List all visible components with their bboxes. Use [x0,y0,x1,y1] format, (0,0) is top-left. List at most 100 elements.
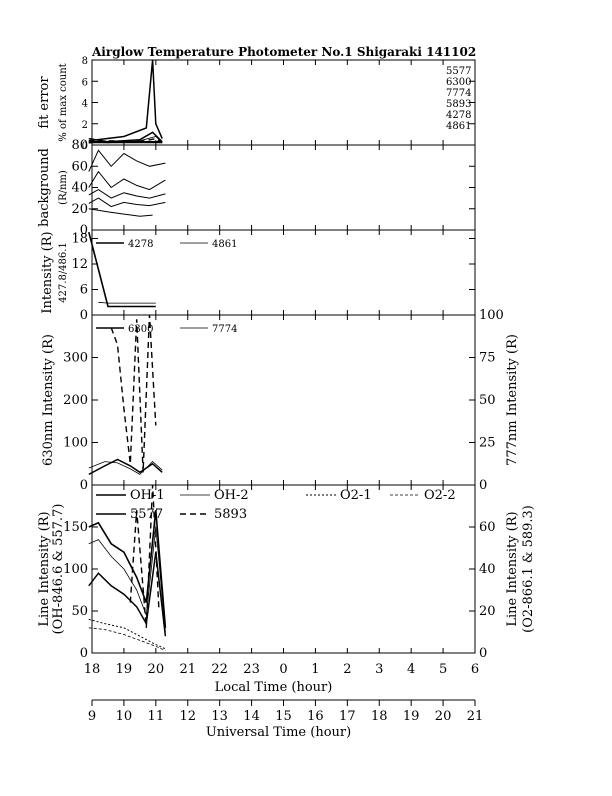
y-tick-label: 2 [82,120,88,131]
series-line-bg-4 [88,197,166,208]
panel-blue-lines: 0 6 12 18 Intensity (R) 427.8/486.1 4278 4861 [40,229,476,323]
series-line-bg-2 [88,170,166,191]
x-tick-label-ut: 12 [179,709,196,724]
y-tick-label: 150 [63,520,88,535]
x-tick-label-ut: 16 [307,709,324,724]
series-line-O2-2 [88,627,166,651]
y-right-tick-label: 20 [479,604,496,619]
y-tick-label: 0 [80,308,88,323]
x-tick-label-local: 0 [279,662,287,677]
legend-entry: 4278 [128,239,153,250]
y-axis-title: Intensity (R) [40,231,55,313]
y-right-tick-label: 40 [479,562,496,577]
y-right-tick-label: 75 [479,351,496,366]
legend-entry: 7774 [212,324,237,335]
y-tick-label: 4 [82,99,88,110]
series-line-bg-3 [88,189,166,199]
y-tick-label: 80 [71,138,88,153]
y-axis-subtitle: (R/nm) [58,170,69,205]
y-tick-label: 12 [71,257,88,272]
y-right-tick-label: 100 [479,308,504,323]
panel-frame [91,59,476,146]
x-tick-label-local: 19 [116,662,133,677]
legend-entry: 4861 [446,121,471,132]
y-axis-title: fit error [37,76,52,129]
y-tick-label: 8 [82,56,88,67]
y-tick-label: 100 [63,436,88,451]
x-tick-label-ut: 14 [243,709,260,724]
y-tick-label: 0 [82,141,88,152]
y-tick-label: 50 [71,604,88,619]
legend-entry: 7774 [446,88,471,99]
y-tick-label: 300 [63,351,88,366]
series-line-6300 [88,458,163,476]
series-line-4861 [98,301,156,304]
x-tick-label-ut: 19 [403,709,420,724]
series-line-OH-2 [88,526,166,633]
x-tick-label-local: 18 [84,662,101,677]
x-tick-label-local: 21 [179,662,196,677]
y-tick-label: 100 [63,562,88,577]
series-line-7774 [88,461,163,475]
x-tick-label-ut: 21 [467,709,484,724]
legend-entry: 5577 [446,66,471,77]
x-tick-label-local: 5 [439,662,447,677]
legend-entry: OH-1 [130,488,165,503]
legend-entry: 5893 [446,99,471,110]
y-right-axis-subtitle: (O2-866.1 & 589.3) [521,505,536,633]
legend-entry: 4278 [446,110,471,121]
y-tick-label: 20 [71,202,88,217]
x-tick-label-local: 23 [243,662,260,677]
y-tick-label: 6 [80,283,88,298]
legend-entry: 6300 [128,324,153,335]
x-tick-label-local: 2 [343,662,351,677]
x-axis-title-ut: Universal Time (hour) [206,725,351,740]
x-tick-label-local: 6 [471,662,479,677]
legend-entry: 6300 [446,77,471,88]
legend-entry: OH-2 [214,488,249,503]
series-line-O2-1 [88,618,166,650]
y-tick-label: 6 [82,77,88,88]
series-line-dashed [110,314,157,473]
series-line-4278 [88,231,156,308]
panel-frame [91,314,476,486]
series-line-bg-5 [88,208,153,217]
x-axis-title-local: Local Time (hour) [215,680,333,695]
x-tick-label-local: 22 [211,662,228,677]
y-axis-subtitle: (OH-846.6 & 557.7) [51,504,66,635]
x-tick-label-local: 3 [375,662,383,677]
y-tick-label: 0 [80,223,88,238]
x-tick-label-ut: 9 [88,709,96,724]
x-tick-label-local: 20 [148,662,165,677]
chart-title: Airglow Temperature Photometer No.1 Shig… [91,45,476,59]
y-right-tick-label: 0 [479,478,487,493]
y-right-tick-label: 0 [479,646,487,661]
legend-entry: 5577 [130,507,163,522]
y-tick-label: 40 [71,181,88,196]
y-axis-title: 630nm Intensity (R) [41,334,56,466]
legend-entry: O2-1 [340,488,372,503]
panel-frame [91,144,476,231]
y-tick-label: 0 [80,646,88,661]
y-right-axis-title: Line Intensity (R) [505,511,520,626]
y-axis-subtitle: 427.8/486.1 [58,242,69,303]
y-axis-subtitle: % of max count [58,63,69,141]
legend-entry: 5893 [214,507,247,522]
y-tick-label: 0 [80,478,88,493]
x-tick-label-ut: 15 [275,709,292,724]
y-right-tick-label: 50 [479,393,496,408]
series-line-6300 [88,131,163,143]
x-tick-label-ut: 17 [339,709,356,724]
panel-background: 0 20 40 60 80 background (R/nm) [37,138,476,238]
panel-fit-error: 0 2 4 6 8 fit error % of max count 557763007774… [37,56,476,152]
legend-entry: 4861 [212,239,237,250]
y-tick-label: 200 [63,393,88,408]
panel-630-777: 0 100 200 300 0 25 50 75 100 630nm Intensity (R) 7… [41,308,520,493]
y-tick-label: 18 [71,232,88,247]
y-axis-title: background [37,148,52,227]
